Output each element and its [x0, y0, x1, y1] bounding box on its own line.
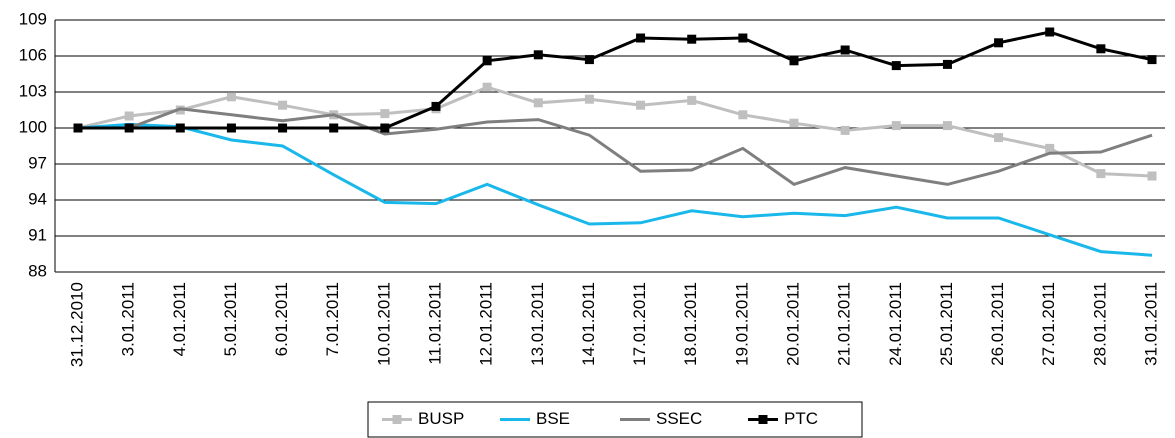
- x-tick-label: 28.01.2011: [1090, 282, 1109, 366]
- x-tick-label: 4.01.2011: [170, 282, 189, 356]
- marker: [380, 109, 390, 119]
- legend-label: BSE: [536, 409, 570, 428]
- x-tick-label: 11.01.2011: [425, 282, 444, 365]
- marker: [124, 123, 134, 133]
- x-tick-label: 6.01.2011: [272, 282, 291, 356]
- line: [77, 85, 1153, 178]
- marker: [891, 61, 901, 71]
- marker: [840, 45, 850, 55]
- marker: [687, 34, 697, 44]
- line: [78, 30, 1153, 130]
- x-tick-label: 24.01.2011: [886, 282, 905, 366]
- marker: [73, 123, 83, 133]
- marker: [533, 98, 543, 108]
- marker: [789, 56, 799, 66]
- y-tick-label: 91: [28, 225, 47, 244]
- x-tick-label: 27.01.2011: [1039, 282, 1058, 366]
- x-tick-label: 10.01.2011: [374, 282, 393, 366]
- marker: [278, 123, 288, 133]
- x-tick-label: 18.01.2011: [681, 282, 700, 366]
- y-tick-label: 109: [19, 9, 47, 28]
- marker: [226, 92, 236, 102]
- legend-label: BUSP: [418, 409, 464, 428]
- marker: [584, 94, 594, 104]
- marker: [1147, 171, 1157, 181]
- x-tick-label: 25.01.2011: [937, 282, 956, 366]
- marker: [1096, 169, 1106, 179]
- legend-label: PTC: [784, 409, 818, 428]
- y-tick-label: 100: [19, 117, 47, 136]
- x-tick-label: 5.01.2011: [221, 282, 240, 356]
- marker: [278, 100, 288, 110]
- x-tick-label: 17.01.2011: [630, 282, 649, 366]
- legend-marker: [758, 415, 768, 424]
- legend-box: [367, 401, 863, 438]
- legend-marker: [392, 415, 402, 424]
- marker: [226, 123, 236, 133]
- x-tick-label: 20.01.2011: [783, 282, 802, 366]
- marker: [942, 59, 952, 69]
- x-tick-label: 26.01.2011: [988, 282, 1007, 366]
- marker: [329, 123, 339, 133]
- y-tick-label: 103: [19, 81, 47, 100]
- marker: [891, 121, 901, 131]
- marker: [533, 50, 543, 60]
- marker: [636, 100, 646, 110]
- x-tick-label: 7.01.2011: [323, 282, 342, 356]
- x-tick-label: 31.12.2010: [67, 282, 86, 367]
- line: [78, 107, 1153, 187]
- marker: [994, 133, 1004, 143]
- x-tick-label: 31.01.2011: [1141, 282, 1160, 366]
- y-tick-label: 97: [28, 153, 47, 172]
- marker: [738, 33, 748, 43]
- marker: [124, 111, 134, 121]
- y-tick-label: 94: [28, 189, 47, 208]
- x-tick-label: 14.01.2011: [579, 282, 598, 366]
- marker: [431, 101, 441, 111]
- marker: [636, 33, 646, 43]
- y-tick-label: 88: [28, 261, 47, 280]
- marker: [942, 121, 952, 131]
- x-tick-label: 19.01.2011: [732, 282, 751, 366]
- y-tick-label: 106: [19, 45, 47, 64]
- marker: [1045, 143, 1055, 153]
- x-tick-label: 13.01.2011: [528, 282, 547, 366]
- marker: [1147, 55, 1157, 65]
- marker: [1045, 27, 1055, 37]
- marker: [175, 123, 185, 133]
- marker: [482, 56, 492, 66]
- marker: [584, 55, 594, 65]
- x-tick-label: 3.01.2011: [119, 282, 138, 356]
- marker: [1096, 44, 1106, 54]
- marker: [482, 82, 492, 92]
- legend-label: SSEC: [656, 409, 702, 428]
- marker: [738, 110, 748, 120]
- marker: [994, 38, 1004, 48]
- x-tick-label: 21.01.2011: [835, 282, 854, 366]
- x-tick-label: 12.01.2011: [477, 282, 496, 366]
- line: [77, 122, 1153, 257]
- marker: [789, 118, 799, 128]
- marker: [840, 125, 850, 135]
- marker: [380, 123, 390, 133]
- marker: [687, 95, 697, 105]
